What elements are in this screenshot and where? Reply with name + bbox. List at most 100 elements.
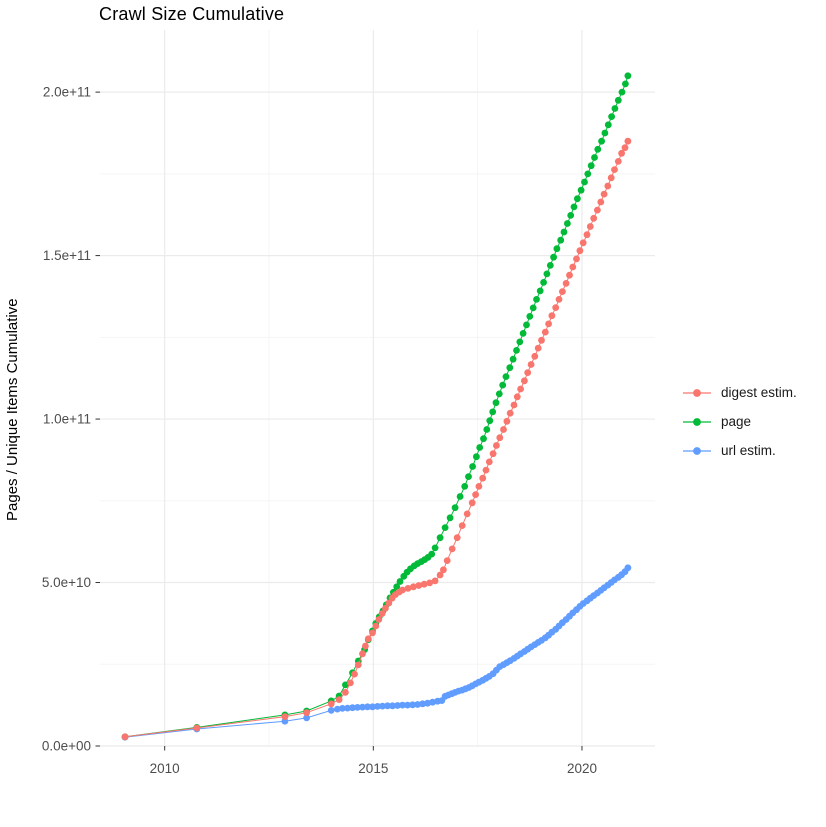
x-tick-label: 2010: [150, 761, 180, 776]
data-point-digest-estim-: [607, 174, 615, 182]
data-point-digest-estim-: [440, 566, 447, 574]
data-point-digest-estim-: [378, 610, 386, 617]
data-point-digest-estim-: [545, 320, 552, 328]
data-point-digest-estim-: [624, 137, 632, 145]
data-point-page: [465, 473, 472, 480]
data-point-page: [581, 178, 588, 186]
data-point-digest-estim-: [468, 499, 476, 507]
data-point-digest-estim-: [193, 724, 201, 732]
data-point-digest-estim-: [372, 622, 380, 630]
data-point-digest-estim-: [493, 442, 500, 449]
data-point-page: [502, 373, 510, 380]
data-point-page: [393, 583, 401, 591]
data-point-digest-estim-: [431, 577, 439, 585]
data-point-digest-estim-: [458, 522, 466, 529]
data-point-digest-estim-: [579, 239, 587, 247]
data-point-url-estim-: [359, 703, 366, 711]
data-point-url-estim-: [379, 702, 386, 710]
data-point-digest-estim-: [436, 571, 444, 579]
data-point-digest-estim-: [359, 650, 366, 658]
data-point-digest-estim-: [597, 198, 605, 206]
data-point-page: [622, 80, 629, 88]
data-point-digest-estim-: [281, 713, 289, 720]
data-point-page: [476, 444, 484, 451]
data-point-page: [473, 453, 480, 461]
data-point-page: [456, 493, 464, 500]
data-point-page: [624, 72, 632, 80]
data-point-page: [499, 381, 507, 389]
data-point-page: [546, 262, 554, 269]
data-point-url-estim-: [364, 703, 371, 711]
data-point-page: [461, 483, 469, 490]
data-point-url-estim-: [624, 564, 632, 572]
data-point-digest-estim-: [453, 534, 461, 542]
data-point-url-estim-: [334, 705, 341, 713]
data-point-page: [486, 417, 494, 425]
data-point-page: [483, 426, 491, 433]
data-point-page: [489, 408, 497, 416]
data-point-digest-estim-: [354, 661, 362, 669]
data-point-digest-estim-: [614, 158, 622, 165]
data-point-page: [584, 170, 592, 178]
data-point-digest-estim-: [382, 605, 389, 612]
series-line-digest-estim-: [124, 140, 629, 738]
data-point-page: [495, 390, 503, 398]
data-point-page: [594, 145, 602, 153]
data-point-url-estim-: [384, 702, 391, 710]
data-point-url-estim-: [349, 704, 356, 712]
data-point-page: [536, 287, 544, 295]
data-point-page: [428, 550, 436, 558]
data-point-page: [587, 162, 595, 170]
plot-panel: [100, 30, 655, 746]
data-point-digest-estim-: [347, 679, 354, 687]
data-point-digest-estim-: [335, 696, 343, 703]
data-point-digest-estim-: [566, 271, 573, 279]
data-point-digest-estim-: [410, 583, 417, 591]
data-point-digest-estim-: [527, 361, 535, 368]
data-point-digest-estim-: [369, 629, 376, 637]
data-point-digest-estim-: [485, 458, 493, 466]
data-point-page: [441, 524, 449, 531]
data-point-digest-estim-: [594, 206, 601, 214]
data-point-digest-estim-: [503, 417, 511, 425]
data-point-page: [614, 96, 622, 104]
data-point-page: [543, 270, 551, 278]
data-point-digest-estim-: [600, 190, 608, 198]
legend-key-page-icon: [683, 417, 711, 426]
data-point-page: [601, 129, 609, 137]
data-point-digest-estim-: [590, 214, 598, 222]
legend: digest estim. page url estim.: [682, 378, 797, 465]
data-point-digest-estim-: [548, 312, 556, 320]
data-point-digest-estim-: [531, 352, 539, 360]
legend-item-digest-estim: digest estim.: [682, 378, 797, 407]
data-point-page: [560, 228, 568, 236]
data-point-digest-estim-: [534, 344, 542, 352]
data-point-page: [529, 304, 537, 312]
data-point-page: [436, 534, 444, 542]
data-point-digest-estim-: [573, 255, 580, 263]
y-tick-label: 5.0e+10: [42, 575, 91, 590]
data-point-digest-estim-: [506, 409, 514, 417]
data-point-digest-estim-: [538, 336, 545, 344]
data-point-url-estim-: [339, 705, 346, 712]
data-point-page: [553, 245, 561, 253]
data-point-page: [540, 279, 547, 286]
data-point-page: [431, 544, 439, 552]
data-point-url-estim-: [399, 701, 406, 709]
data-point-digest-estim-: [121, 733, 129, 741]
data-point-url-estim-: [394, 702, 401, 709]
data-point-digest-estim-: [463, 510, 471, 518]
data-point-page: [469, 463, 476, 470]
data-point-page: [492, 399, 500, 407]
data-point-digest-estim-: [604, 182, 612, 190]
data-point-page: [533, 296, 540, 303]
data-point-url-estim-: [389, 702, 396, 710]
data-point-digest-estim-: [479, 474, 487, 482]
data-point-page: [480, 435, 487, 443]
legend-key-digest-icon: [683, 388, 711, 397]
data-point-page: [604, 121, 612, 129]
data-point-url-estim-: [414, 701, 421, 708]
data-point-digest-estim-: [496, 434, 504, 442]
data-point-page: [506, 364, 514, 372]
data-point-digest-estim-: [510, 401, 518, 409]
